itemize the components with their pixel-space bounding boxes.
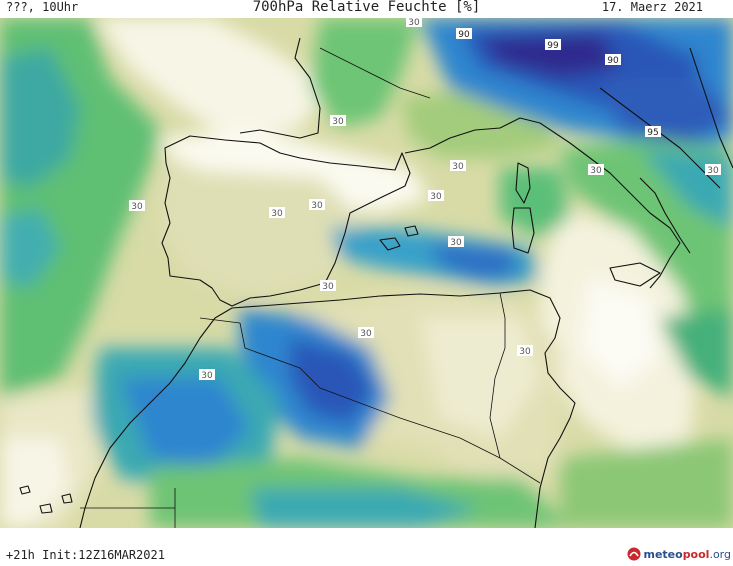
contour-label: 30 — [428, 190, 444, 202]
contour-label: 30 — [269, 207, 285, 219]
contour-label: 30 — [320, 280, 336, 292]
contour-label: 95 — [645, 126, 661, 138]
svg-text:30: 30 — [707, 166, 719, 176]
svg-text:30: 30 — [452, 162, 464, 172]
svg-text:30: 30 — [590, 166, 602, 176]
contour-label: 30 — [358, 327, 374, 339]
map-title: 700hPa Relative Feuchte [%] — [252, 0, 481, 15]
svg-text:99: 99 — [547, 41, 559, 51]
svg-text:30: 30 — [271, 209, 283, 219]
contour-label: 30 — [199, 369, 215, 381]
svg-text:30: 30 — [430, 192, 442, 202]
meteopool-logo-icon — [627, 547, 641, 561]
contour-label: 99 — [545, 39, 561, 51]
contour-label: 30 — [406, 18, 422, 28]
svg-text:95: 95 — [647, 128, 658, 138]
contour-label: 90 — [456, 28, 472, 40]
svg-text:30: 30 — [311, 201, 323, 211]
contour-label: 30 — [588, 164, 604, 176]
map-header: ???, 10Uhr 700hPa Relative Feuchte [%] 1… — [0, 0, 733, 18]
svg-text:30: 30 — [201, 371, 213, 381]
svg-text:30: 30 — [131, 202, 143, 212]
contour-labels: 90 99 90 95 30 30 30 30 — [129, 18, 721, 381]
meteopool-wordmark: meteopool.org — [643, 547, 731, 561]
contour-label: 30 — [129, 200, 145, 212]
colorbar-labels — [0, 537, 733, 551]
meteopool-logo-link[interactable]: meteopool.org — [627, 547, 731, 561]
map-footer: +21h Init:12Z16MAR2021 meteopool.org — [0, 528, 733, 566]
contour-label: 30 — [309, 199, 325, 211]
svg-text:30: 30 — [360, 329, 372, 339]
forecast-date: 17. Maerz 2021 — [601, 0, 703, 14]
contour-label: 30 — [450, 160, 466, 172]
svg-text:90: 90 — [458, 30, 470, 40]
humidity-map: 90 99 90 95 30 30 30 30 — [0, 18, 733, 528]
model-run-info: +21h Init:12Z16MAR2021 — [6, 548, 165, 562]
coastlines — [19, 37, 733, 528]
svg-text:30: 30 — [322, 282, 334, 292]
svg-text:30: 30 — [450, 238, 462, 248]
svg-text:30: 30 — [519, 347, 531, 357]
svg-text:30: 30 — [332, 117, 344, 127]
svg-text:30: 30 — [408, 18, 420, 28]
contour-label: 90 — [605, 54, 621, 66]
contour-label: 30 — [330, 115, 346, 127]
svg-text:90: 90 — [607, 56, 619, 66]
contour-label: 30 — [705, 164, 721, 176]
contour-label: 30 — [448, 236, 464, 248]
contour-label: 30 — [517, 345, 533, 357]
forecast-day-label: ???, 10Uhr — [6, 0, 79, 14]
